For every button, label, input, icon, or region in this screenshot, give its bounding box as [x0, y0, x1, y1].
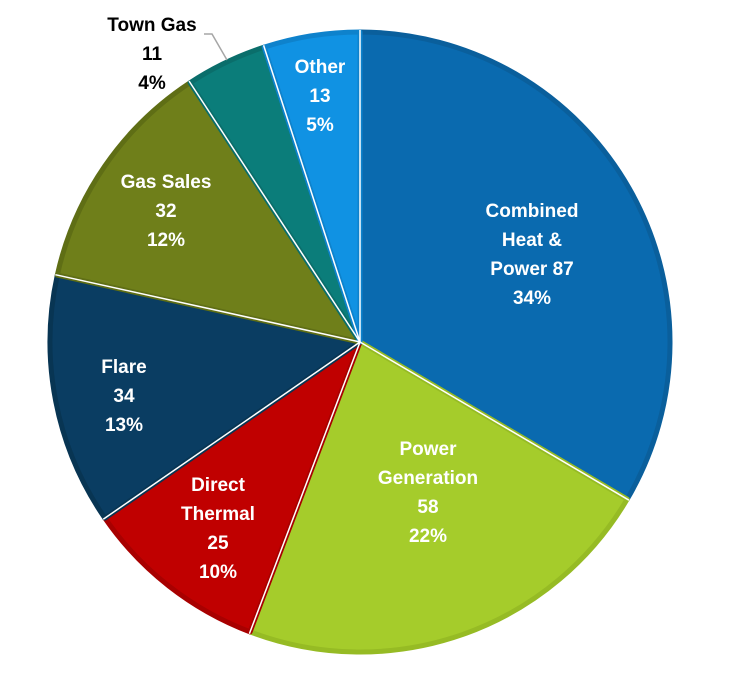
data-label-line: 34%: [513, 288, 551, 309]
data-label-line: 32: [155, 201, 176, 222]
data-label-town-gas: Town Gas 11 4%: [107, 15, 196, 94]
slice-separator: [188, 80, 361, 343]
data-label-power-generation: Power Generation 58 22%: [378, 439, 478, 547]
data-label-gas-sales: Gas Sales 32 12%: [121, 172, 212, 251]
slice-separator: [55, 273, 361, 343]
pie-slice-power-generation: [247, 339, 630, 655]
data-label-flare: Flare 34 13%: [101, 357, 146, 436]
data-label-line: Generation: [378, 468, 478, 489]
data-label-line: Thermal: [181, 504, 255, 525]
data-label-line: Heat &: [502, 230, 562, 251]
data-label-line: 13: [309, 86, 330, 107]
slice-separator: [262, 45, 361, 343]
data-label-line: 34: [113, 386, 135, 407]
data-label-other: Other 13 5%: [295, 57, 346, 136]
data-label-line: Power 87: [490, 259, 573, 280]
slice-separator: [102, 341, 361, 520]
data-label-line: Combined: [486, 201, 579, 222]
data-label-line: 13%: [105, 415, 143, 436]
pie-slice-gas-sales: [54, 80, 363, 345]
data-label-line: Other: [295, 57, 346, 78]
town-gas-leader-line: [204, 33, 228, 61]
data-label-direct-thermal: Direct Thermal 25 10%: [181, 475, 255, 583]
data-label-line: 12%: [147, 230, 185, 251]
data-label-line: Town Gas: [107, 15, 196, 36]
data-label-line: 5%: [306, 115, 334, 136]
pie-slice-combined-heat-power: [357, 29, 673, 502]
slice-separator: [248, 341, 361, 634]
data-label-line: 11: [142, 44, 163, 65]
data-label-line: 58: [417, 497, 438, 518]
data-label-combined-heat-power: Combined Heat & Power 87 34%: [486, 201, 579, 309]
data-label-line: Direct: [191, 475, 246, 496]
data-label-line: 22%: [409, 526, 447, 547]
pie-slice-flare: [47, 272, 363, 521]
data-label-line: Flare: [101, 357, 146, 378]
pie-slice-direct-thermal: [102, 339, 363, 635]
data-label-line: Power: [399, 439, 457, 460]
data-label-line: Gas Sales: [121, 172, 212, 193]
slice-separator: [359, 341, 630, 501]
data-label-line: 4%: [138, 73, 166, 94]
data-label-line: 25: [207, 533, 229, 554]
data-label-line: 10%: [199, 562, 237, 583]
